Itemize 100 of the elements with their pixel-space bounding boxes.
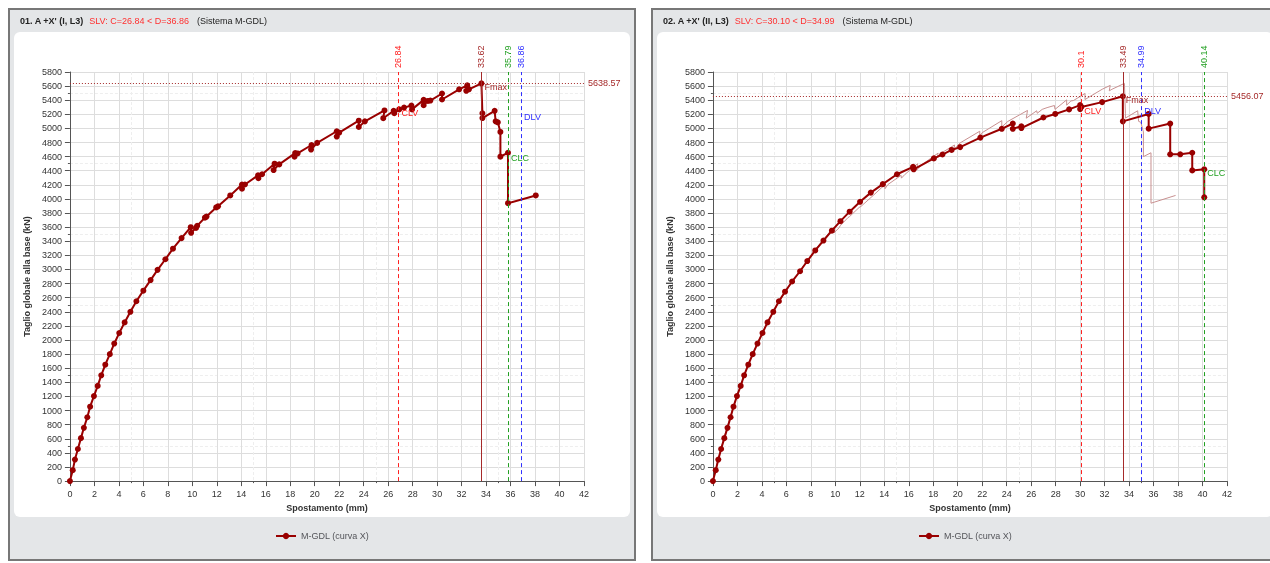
y-tick-label: 2000 bbox=[684, 335, 705, 346]
y-tick-label: 2600 bbox=[684, 292, 705, 303]
y-tick-label: 4800 bbox=[41, 137, 62, 148]
y-tick-label: 3000 bbox=[41, 264, 62, 275]
ref-line-label: 30.1 bbox=[1076, 50, 1087, 68]
x-tick-label: 28 bbox=[407, 488, 418, 499]
x-tick-label: 18 bbox=[928, 488, 939, 499]
ref-line-label: 5456.07 bbox=[1231, 91, 1264, 102]
x-tick-label: 42 bbox=[578, 488, 590, 499]
text: (Sistema M-GDL) bbox=[197, 16, 268, 26]
legend-label: M-GDL (curva X) bbox=[301, 531, 369, 541]
annotation: CLV bbox=[1084, 106, 1102, 117]
y-tick-label: 400 bbox=[46, 447, 62, 458]
y-tick-label: 5600 bbox=[684, 81, 705, 92]
y-tick-label: 1200 bbox=[41, 391, 62, 402]
x-tick-label: 16 bbox=[260, 488, 271, 499]
y-tick-label: 5000 bbox=[41, 123, 62, 134]
y-tick-label: 2400 bbox=[684, 306, 705, 317]
annotation: CLV bbox=[401, 108, 419, 119]
ref-line-label: 26.84 bbox=[393, 45, 404, 68]
y-tick-label: 3200 bbox=[684, 250, 705, 261]
y-tick-label: 3400 bbox=[684, 236, 705, 247]
x-tick-label: 22 bbox=[977, 488, 988, 499]
ref-line-label: 33.49 bbox=[1117, 45, 1128, 68]
y-tick-label: 4000 bbox=[41, 193, 62, 204]
y-tick-label: 4600 bbox=[41, 151, 62, 162]
y-tick-label: 3000 bbox=[684, 264, 705, 275]
x-tick-label: 0 bbox=[710, 488, 716, 499]
y-tick-label: 5800 bbox=[684, 67, 705, 77]
y-tick-label: 3800 bbox=[41, 208, 62, 219]
ref-line-label: 35.79 bbox=[502, 45, 513, 68]
y-tick-label: 2000 bbox=[41, 335, 62, 346]
x-tick-label: 38 bbox=[1173, 488, 1184, 499]
y-tick-label: 1600 bbox=[684, 363, 705, 374]
x-tick-label: 12 bbox=[211, 488, 222, 499]
x-tick-label: 16 bbox=[903, 488, 914, 499]
y-tick-label: 0 bbox=[699, 476, 705, 487]
x-tick-label: 10 bbox=[830, 488, 841, 499]
y-tick-label: 3200 bbox=[41, 250, 62, 261]
y-tick-label: 4200 bbox=[684, 179, 705, 190]
y-tick-label: 600 bbox=[46, 433, 62, 444]
y-tick-label: 400 bbox=[689, 447, 705, 458]
y-tick-label: 1400 bbox=[684, 377, 705, 388]
x-tick-label: 42 bbox=[1221, 488, 1233, 499]
y-tick-label: 3400 bbox=[41, 236, 62, 247]
ref-line-label: 40.14 bbox=[1199, 45, 1210, 68]
x-tick-label: 34 bbox=[1124, 488, 1135, 499]
x-tick-label: 40 bbox=[1197, 488, 1208, 499]
annotation: CLC bbox=[1207, 168, 1226, 179]
x-tick-label: 32 bbox=[1099, 488, 1110, 499]
x-tick-label: 8 bbox=[808, 488, 814, 499]
x-tick-label: 40 bbox=[554, 488, 565, 499]
ref-line-label: 36.86 bbox=[516, 45, 527, 68]
annotation: DLV bbox=[524, 111, 541, 122]
x-tick-label: 24 bbox=[1001, 488, 1012, 499]
x-tick-label: 26 bbox=[1026, 488, 1037, 499]
y-tick-label: 4400 bbox=[41, 165, 62, 176]
text: (Sistema M-GDL) bbox=[842, 16, 913, 26]
chart-title: 02. A +X' (II, L3) bbox=[663, 16, 729, 26]
x-tick-label: 36 bbox=[1148, 488, 1159, 499]
x-axis-title: Spostamento (mm) bbox=[286, 502, 368, 513]
y-tick-label: 1200 bbox=[684, 391, 705, 402]
ref-line-label: 5638.57 bbox=[588, 78, 621, 89]
y-tick-label: 2200 bbox=[684, 320, 705, 331]
y-tick-label: 2800 bbox=[41, 278, 62, 289]
y-tick-label: 5400 bbox=[41, 95, 62, 106]
y-tick-label: 1800 bbox=[684, 349, 705, 360]
x-tick-label: 8 bbox=[165, 488, 171, 499]
x-tick-label: 30 bbox=[1075, 488, 1086, 499]
y-tick-label: 4800 bbox=[684, 137, 705, 148]
x-tick-label: 38 bbox=[530, 488, 541, 499]
y-tick-label: 3600 bbox=[41, 222, 62, 233]
x-tick-label: 4 bbox=[759, 488, 765, 499]
y-tick-label: 200 bbox=[689, 461, 705, 472]
chart-subtitle: SLV: C=30.10 < D=34.99 bbox=[734, 16, 835, 26]
x-tick-label: 14 bbox=[236, 488, 247, 499]
y-tick-label: 0 bbox=[56, 476, 62, 487]
x-tick-label: 2 bbox=[91, 488, 97, 499]
ref-line-label: 34.99 bbox=[1136, 45, 1147, 68]
x-tick-label: 24 bbox=[358, 488, 369, 499]
annotation: Fmax bbox=[484, 82, 508, 93]
y-tick-label: 5200 bbox=[684, 109, 705, 120]
y-tick-label: 1000 bbox=[684, 405, 705, 416]
annotation: DLV bbox=[1144, 105, 1162, 116]
x-tick-label: 20 bbox=[309, 488, 320, 499]
x-tick-label: 34 bbox=[481, 488, 492, 499]
x-tick-label: 20 bbox=[952, 488, 963, 499]
x-tick-label: 30 bbox=[432, 488, 443, 499]
y-tick-label: 5400 bbox=[684, 95, 705, 106]
chart-title: 01. A +X' (I, L3) bbox=[20, 16, 84, 26]
y-tick-label: 2200 bbox=[41, 320, 62, 331]
y-tick-label: 2800 bbox=[684, 278, 705, 289]
x-tick-label: 36 bbox=[505, 488, 516, 499]
x-tick-label: 6 bbox=[783, 488, 789, 499]
annotation: CLC bbox=[510, 152, 530, 163]
y-tick-label: 2600 bbox=[41, 292, 62, 303]
x-tick-label: 6 bbox=[140, 488, 146, 499]
x-tick-label: 12 bbox=[854, 488, 865, 499]
y-tick-label: 4000 bbox=[684, 193, 705, 204]
y-tick-label: 1600 bbox=[41, 363, 62, 374]
